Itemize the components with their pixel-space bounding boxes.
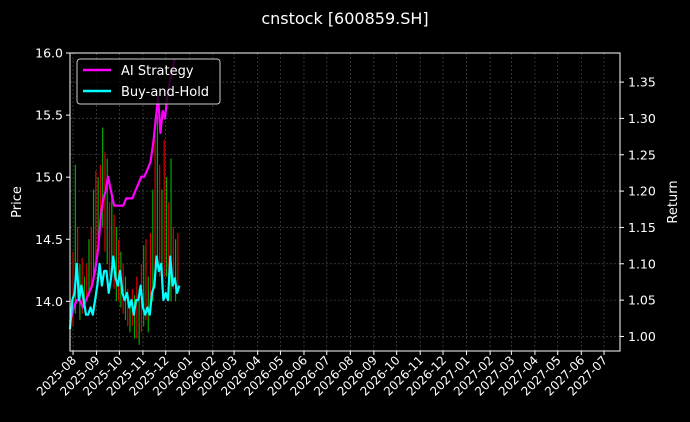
y-right-tick-label-0: 1.00 <box>628 329 656 344</box>
y-axis-left-label: Price <box>10 186 25 218</box>
y-left-tick-label-2: 15.0 <box>35 170 63 185</box>
y-left-tick-label-0: 14.0 <box>35 294 63 309</box>
y-left-tick-label-4: 16.0 <box>35 46 63 61</box>
y-right-tick-label-5: 1.25 <box>628 147 656 162</box>
y-axis-right-label: Return <box>666 180 681 223</box>
series-line-ai-strategy <box>68 59 177 323</box>
series-lines <box>68 59 181 330</box>
chart-title: cnstock [600859.SH] <box>261 9 428 28</box>
legend-box <box>76 58 221 105</box>
y-left-tick-label-3: 15.5 <box>35 108 63 123</box>
legend-bh-label: Buy-and-Hold <box>121 85 209 100</box>
plot-frame <box>69 52 621 352</box>
y-right-tick-label-6: 1.30 <box>628 111 656 126</box>
y-left-tick-label-1: 14.5 <box>35 232 63 247</box>
legend-ai-label: AI Strategy <box>121 64 194 79</box>
y-axis-left: 14.0 14.5 15.0 15.5 16.0 <box>35 46 70 309</box>
x-axis: 2025-082025-092025-102025-112025-122026-… <box>34 351 610 399</box>
y-right-tick-label-2: 1.10 <box>628 256 656 271</box>
series-line-buy-and-hold <box>68 255 181 330</box>
y-right-tick-label-1: 1.05 <box>628 293 656 308</box>
y-right-tick-label-4: 1.20 <box>628 184 656 199</box>
legend: AI Strategy Buy-and-Hold <box>76 58 221 105</box>
y-right-tick-label-3: 1.15 <box>628 220 656 235</box>
y-axis-right: 1.00 1.05 1.10 1.15 1.20 1.25 1.30 1.35 <box>620 75 656 344</box>
y-right-tick-label-7: 1.35 <box>628 75 656 90</box>
